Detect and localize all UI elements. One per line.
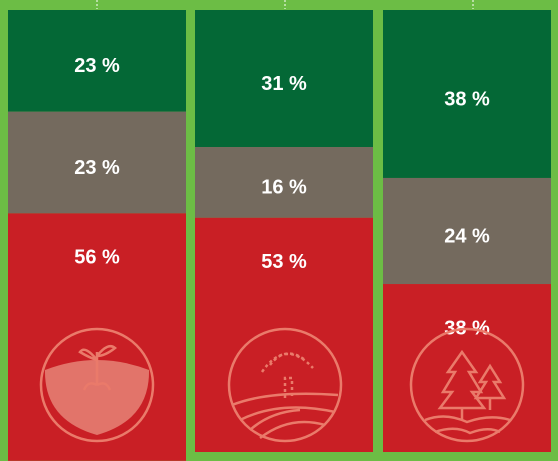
value-label: 16 %: [261, 177, 307, 199]
value-label: 56 %: [74, 247, 120, 269]
decor-lines: [97, 0, 473, 9]
chart: 23 %23 %56 %31 %16 %53 %38 %24 %38 %: [0, 0, 558, 461]
value-label: 23 %: [74, 157, 120, 179]
value-label: 38 %: [444, 88, 490, 110]
value-label: 53 %: [261, 251, 307, 273]
value-label: 23 %: [74, 55, 120, 77]
value-label: 24 %: [444, 225, 490, 247]
value-label: 31 %: [261, 73, 307, 95]
bar-segment: [383, 284, 551, 452]
